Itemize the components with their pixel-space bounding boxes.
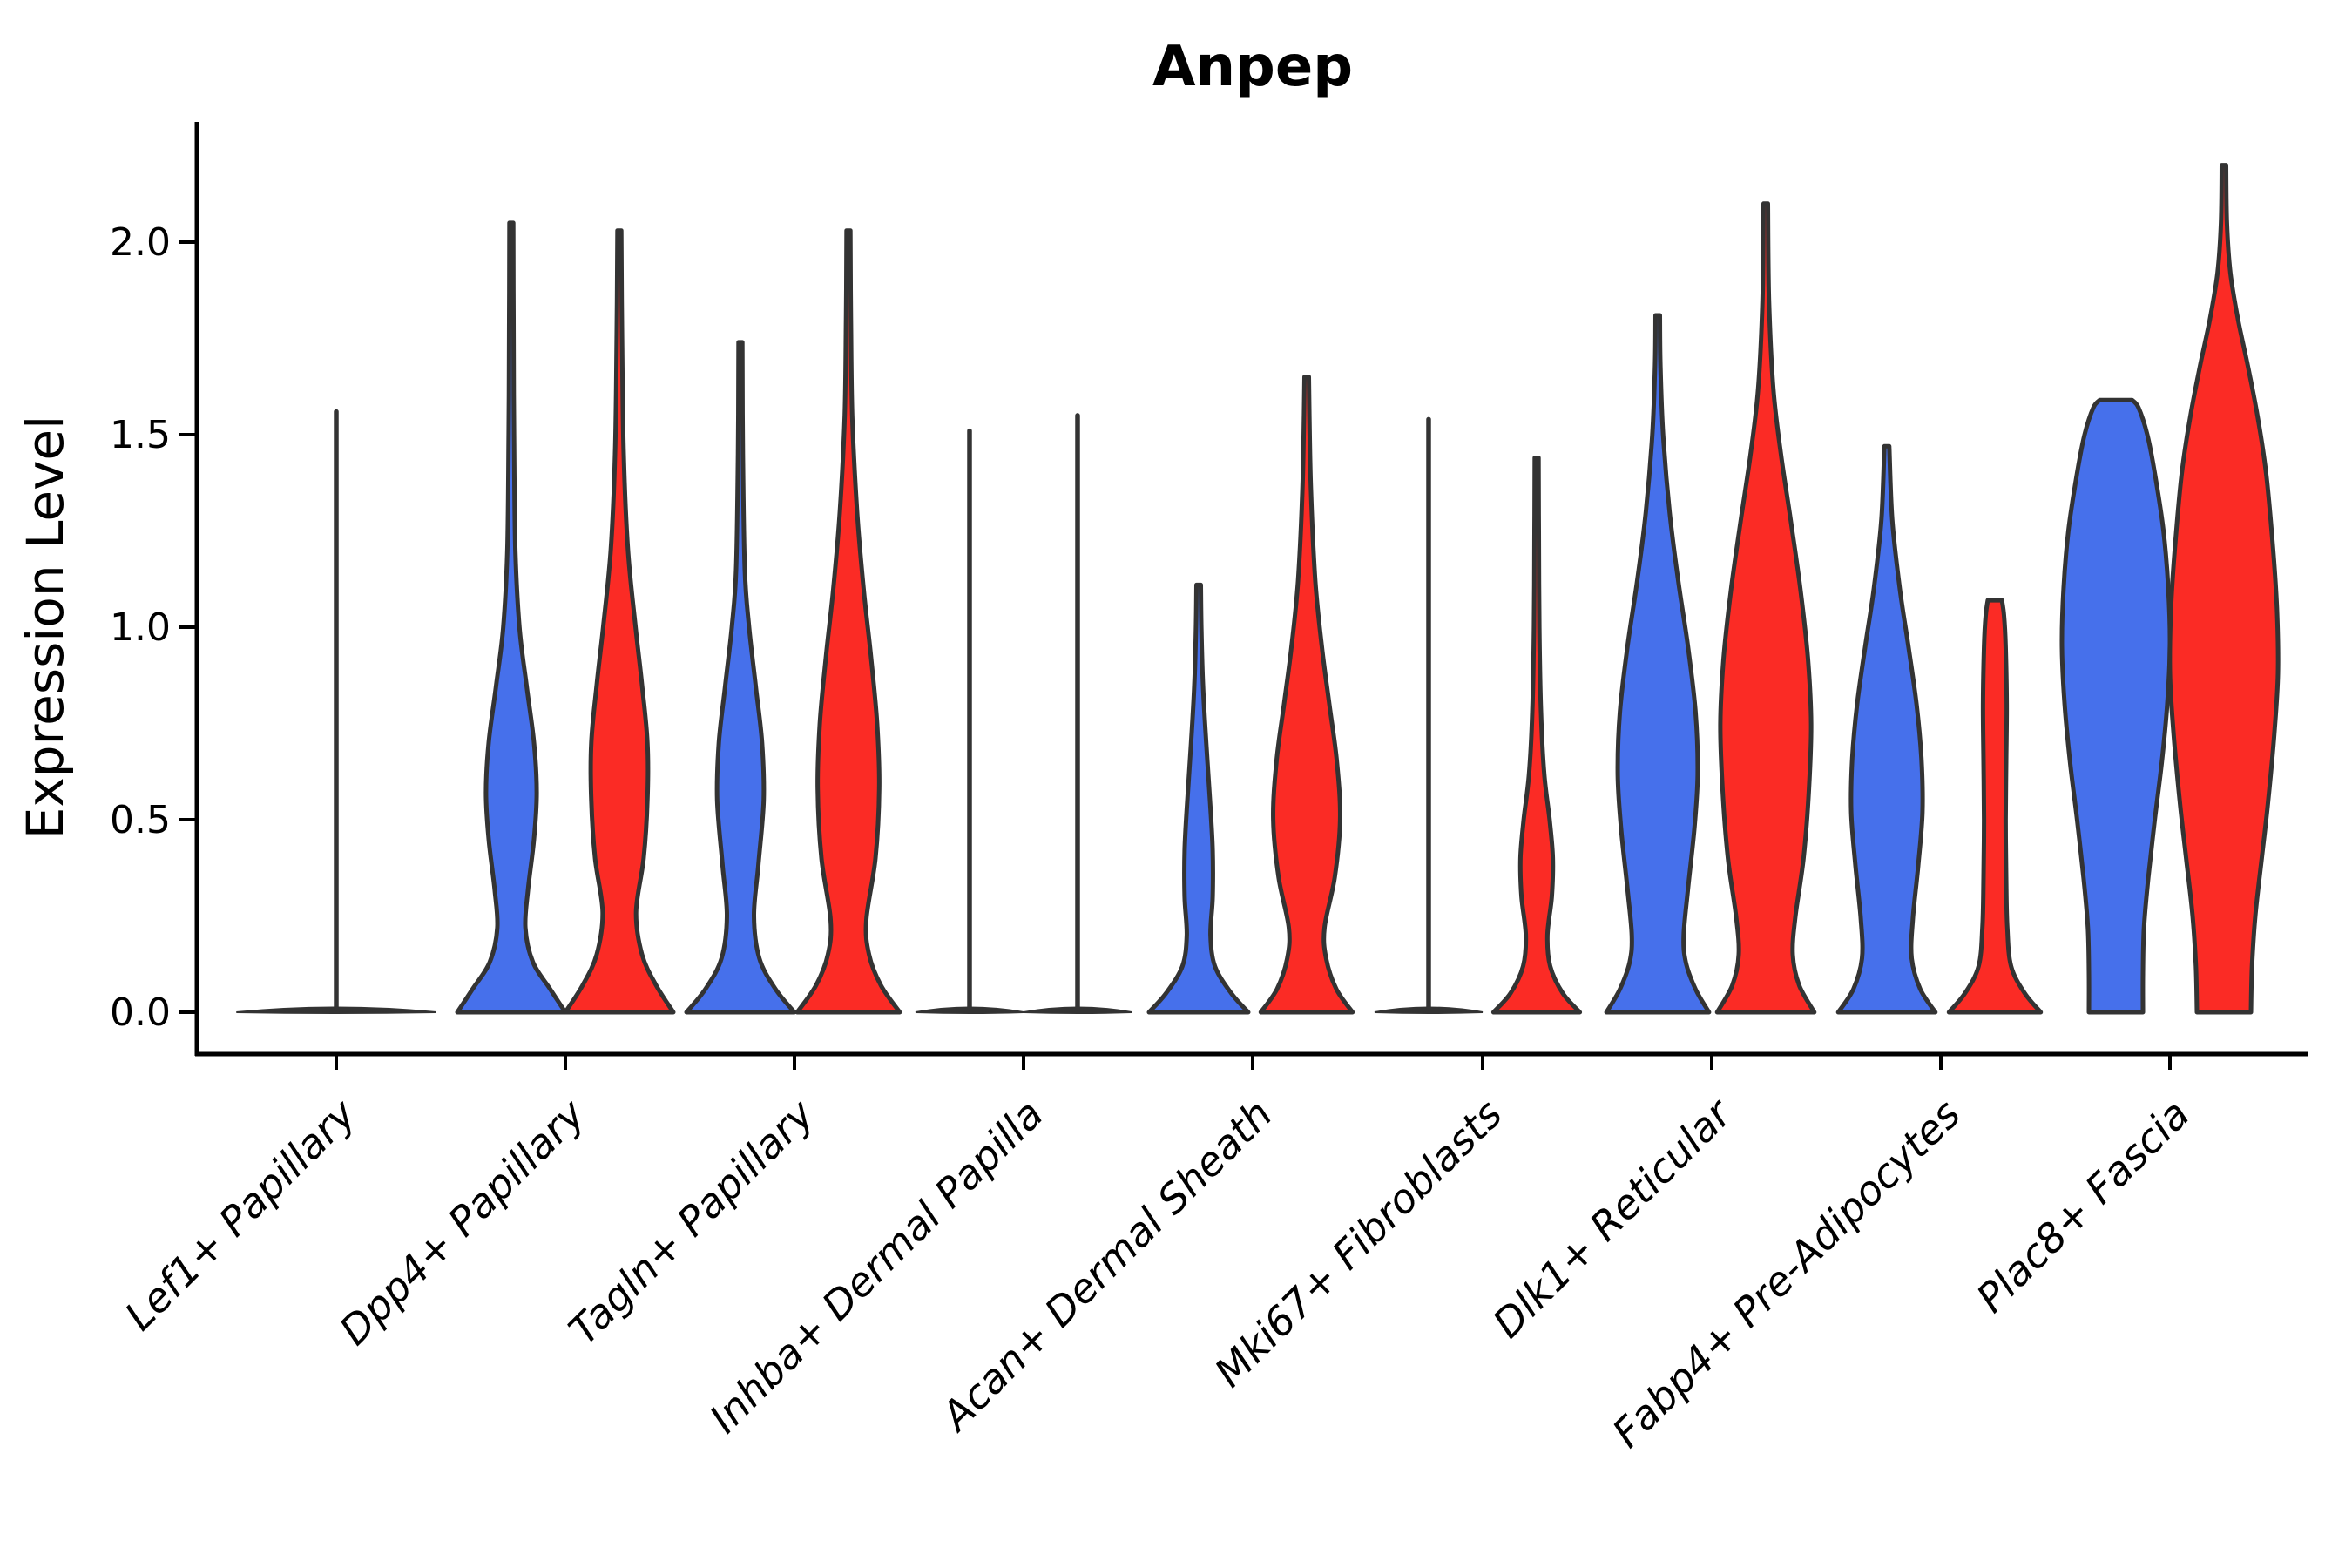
x-tick-marks <box>335 1054 2172 1070</box>
x-tick-label: Plac8+ Fascia <box>1967 1091 2198 1321</box>
violin-blue-11 <box>1604 313 1712 1015</box>
violin-red-8 <box>1258 375 1355 1015</box>
violin-red-12 <box>1714 201 1817 1015</box>
violin-red-2 <box>563 228 676 1015</box>
violin-blue-15 <box>2059 397 2173 1015</box>
violin-red-10 <box>1490 456 1583 1015</box>
y-tick-label: 2.0 <box>110 220 171 265</box>
y-tick-label: 1.0 <box>110 605 171 650</box>
y-tick-label: 1.5 <box>110 413 171 457</box>
violin-red-14 <box>1946 598 2044 1015</box>
x-tick-labels: Lef1+ Papillary Dpp4+ Papillary Tagln+ P… <box>116 1088 2199 1456</box>
y-tick-label: 0.0 <box>110 990 171 1035</box>
x-tick-label: Lef1+ Papillary <box>116 1090 365 1339</box>
y-axis-label: Expression Level <box>16 416 75 839</box>
violin-blue-1 <box>455 220 568 1015</box>
violin-blue-13 <box>1835 443 1938 1015</box>
y-tick-labels: 0.0 0.5 1.0 1.5 2.0 <box>110 220 171 1035</box>
y-tick-label: 0.5 <box>110 798 171 842</box>
x-tick-label: Dpp4+ Papillary <box>330 1090 594 1354</box>
violin-blue-7 <box>1146 582 1251 1015</box>
x-tick-label: Tagln+ Papillary <box>559 1090 823 1354</box>
violin-blue-3 <box>684 340 797 1015</box>
y-tick-marks <box>179 240 197 1014</box>
x-tick-label: Dlk1+ Reticular <box>1484 1088 1742 1347</box>
violins-layer <box>236 163 2281 1015</box>
violin-red-16 <box>2167 163 2281 1015</box>
chart-title: Anpep <box>1152 35 1353 99</box>
violin-red-4 <box>794 228 902 1015</box>
